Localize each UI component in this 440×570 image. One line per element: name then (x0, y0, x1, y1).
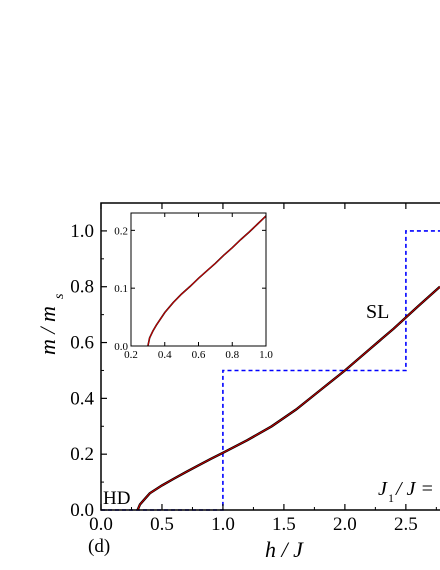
x-tick-label: 2.5 (394, 514, 418, 535)
main-axes: 0.0 0.5 1.0 1.5 2.0 2.50.00.20.40.60.81.0 (70, 202, 440, 535)
x-tick-label: 2.0 (333, 514, 357, 535)
y-axis-label-sub: s (52, 293, 67, 299)
y-tick-label: 0.2 (70, 444, 94, 465)
annotation-hd: HD (103, 488, 130, 509)
x-tick-label: 0.0 (89, 514, 113, 535)
main-axes-frame (100, 202, 440, 511)
y-tick-label: 0.0 (70, 500, 94, 521)
inset-background (131, 213, 266, 346)
y-tick-label: 1.0 (70, 221, 94, 242)
inset-y-tick-label: 0.0 (114, 341, 128, 353)
inset-y-tick-label: 0.2 (114, 225, 128, 237)
annotation-sl: SL (366, 301, 389, 323)
inset-x-tick-label: 1.0 (259, 349, 273, 361)
panel-label: (d) (88, 536, 110, 557)
annotation-j1-rest: / J = (395, 478, 434, 500)
y-tick-label: 0.6 (70, 333, 94, 354)
y-tick-label: 0.4 (70, 388, 94, 409)
annotation-j1-ratio: J 1 / J = (378, 478, 434, 505)
x-tick-label: 1.0 (211, 514, 235, 535)
inset-y-tick-label: 0.1 (114, 283, 128, 295)
inset-plot: 0.2 0.4 0.6 0.8 1.0 0.0 0.1 0.2 (114, 212, 273, 361)
annotation-j1-main: J (378, 478, 388, 500)
inset-x-tick-label: 0.4 (158, 349, 172, 361)
x-tick-label: 1.5 (272, 514, 296, 535)
inset-x-tick-label: 0.6 (192, 349, 206, 361)
inset-x-tick-label: 0.2 (124, 349, 138, 361)
y-axis-label-main: m / m (35, 306, 60, 355)
annotation-j1-sub: 1 (388, 491, 394, 505)
x-tick-label: 0.5 (150, 514, 174, 535)
y-tick-label: 0.8 (70, 277, 94, 298)
series-line-fit (137, 286, 440, 511)
x-axis-label: h / J (265, 537, 304, 562)
inset-series-line-fit (147, 215, 267, 347)
y-axis-label: m / m s (35, 293, 67, 355)
inset-x-tick-label: 0.8 (225, 349, 239, 361)
